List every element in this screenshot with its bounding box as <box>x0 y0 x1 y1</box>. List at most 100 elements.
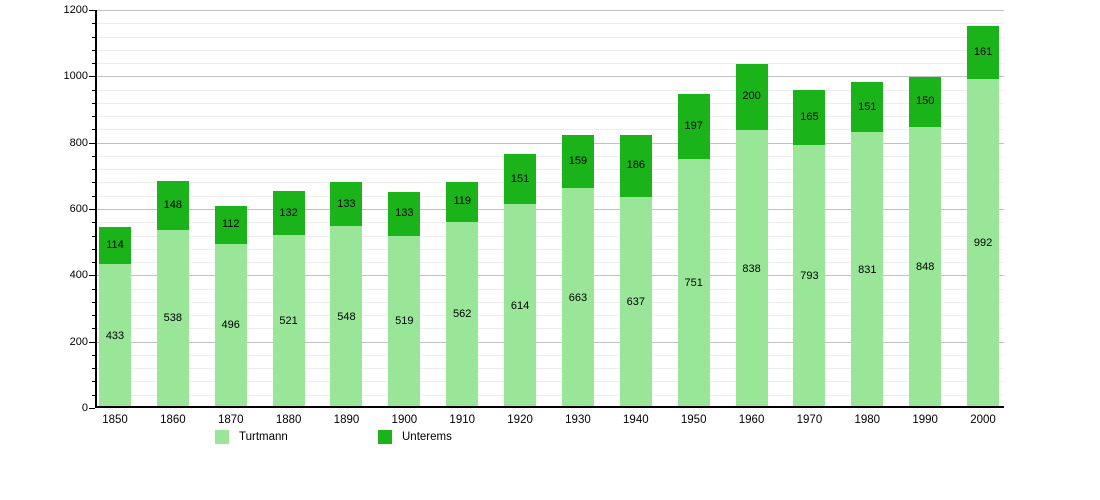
y-axis-tick <box>89 142 95 144</box>
bar-segment-unterems-1980 <box>851 82 884 133</box>
bar-value-label: 132 <box>279 206 298 219</box>
bar-segment-turtmann-1880 <box>272 235 305 408</box>
bar-value-label: 165 <box>800 111 819 124</box>
gridline-minor <box>97 49 1004 51</box>
y-axis-tick <box>89 341 95 343</box>
gridline-minor <box>97 182 1004 184</box>
bar-segment-turtmann-1920 <box>504 204 537 408</box>
gridline-minor <box>97 328 1004 330</box>
y-axis-tick <box>92 129 95 131</box>
bar-value-label: 538 <box>163 312 183 325</box>
x-axis-tick-label: 1930 <box>565 414 591 426</box>
y-axis-tick <box>92 328 95 330</box>
x-axis-tick-label: 1900 <box>391 414 418 426</box>
gridline-minor <box>97 288 1004 290</box>
bar-value-label: 161 <box>973 45 993 58</box>
bar-value-label: 496 <box>221 319 240 332</box>
x-axis-tick-label: 1890 <box>333 414 360 426</box>
bar-value-label: 831 <box>858 263 877 276</box>
y-axis-tick <box>92 248 95 250</box>
bar-value-label: 159 <box>568 155 588 168</box>
bar-segment-unterems-1910 <box>446 182 479 222</box>
y-axis-tick <box>92 116 95 118</box>
bar-value-label: 838 <box>742 262 761 275</box>
x-axis-tick-label: 1870 <box>217 414 244 426</box>
bar-segment-turtmann-1860 <box>156 229 189 408</box>
gridline-minor <box>97 169 1004 171</box>
y-axis-line <box>95 10 97 408</box>
bar-value-label: 114 <box>106 238 124 251</box>
x-axis-tick-label: 1940 <box>623 414 649 426</box>
gridline-minor <box>97 394 1004 396</box>
gridline-major <box>97 142 1004 144</box>
bar-segment-turtmann-1940 <box>619 196 652 408</box>
bar-value-label: 548 <box>337 310 356 323</box>
bar-value-label: 519 <box>395 315 414 328</box>
y-axis-tick <box>92 23 95 25</box>
y-axis-tick-label: 1000 <box>63 70 88 83</box>
x-axis-line <box>95 406 1004 408</box>
x-axis-tick-label: 1920 <box>507 414 533 426</box>
x-axis-tick-label: 1990 <box>912 414 938 426</box>
y-axis-tick <box>92 368 95 370</box>
bar-segment-turtmann-1930 <box>561 188 594 408</box>
bar-segment-unterems-1920 <box>504 154 537 205</box>
y-axis-tick-label: 200 <box>69 335 88 348</box>
gridline-minor <box>97 36 1004 38</box>
bar-value-label: 751 <box>684 276 703 289</box>
bar-segment-turtmann-1990 <box>909 126 942 408</box>
turtmann-color-swatch <box>215 430 229 444</box>
legend-item-unterems: Unterems <box>378 430 452 444</box>
y-axis-tick <box>92 36 95 38</box>
y-axis-tick <box>92 262 95 264</box>
x-axis-tick-label: 1960 <box>738 414 765 426</box>
y-axis-tick-label: 600 <box>69 203 88 215</box>
y-axis-tick <box>92 102 95 104</box>
gridline-minor <box>97 262 1004 264</box>
bar-segment-unterems-1850 <box>99 226 131 265</box>
bar-segment-unterems-1880 <box>272 191 305 236</box>
gridline-major <box>97 275 1004 277</box>
bar-value-label: 112 <box>221 218 240 231</box>
bar-segment-unterems-1930 <box>561 135 594 189</box>
bar-segment-turtmann-1850 <box>99 264 131 408</box>
legend-item-turtmann: Turtmann <box>215 430 288 444</box>
bar-value-label: 150 <box>915 95 935 108</box>
gridline-minor <box>97 381 1004 383</box>
y-axis-tick <box>92 89 95 91</box>
gridline-minor <box>97 129 1004 131</box>
bar-segment-turtmann-1950 <box>677 158 710 408</box>
y-axis-tick <box>89 408 95 409</box>
y-axis-tick-label: 1200 <box>63 4 88 16</box>
y-axis-tick <box>89 76 95 78</box>
x-axis-tick-label: 2000 <box>970 414 996 426</box>
y-axis-tick <box>89 209 95 210</box>
x-axis-tick-label: 1850 <box>102 414 128 426</box>
bar-value-label: 521 <box>279 315 298 328</box>
y-axis-tick <box>92 301 95 303</box>
gridline-minor <box>97 315 1004 317</box>
y-axis-tick <box>92 222 95 224</box>
bar-value-label: 133 <box>395 207 414 220</box>
y-axis-tick-label: 400 <box>69 269 88 282</box>
y-axis-tick <box>92 182 95 184</box>
gridline-minor <box>97 222 1004 224</box>
bar-value-label: 151 <box>510 172 530 185</box>
y-axis-tick <box>89 10 95 11</box>
bar-segment-unterems-1870 <box>214 206 247 244</box>
bar-value-label: 793 <box>800 269 819 282</box>
gridline-minor <box>97 301 1004 303</box>
bar-segment-turtmann-1870 <box>214 243 247 408</box>
y-axis-tick <box>92 195 95 197</box>
y-axis-tick <box>92 63 95 65</box>
bar-segment-turtmann-1890 <box>330 226 363 408</box>
bar-segment-unterems-2000 <box>967 25 1000 79</box>
bar-value-label: 151 <box>858 100 877 113</box>
gridline-minor <box>97 195 1004 197</box>
x-axis-tick-label: 1860 <box>160 414 186 426</box>
bar-segment-turtmann-1970 <box>793 145 826 408</box>
plot-area: 433 114 538 148 496 112 521 132 548 133 519 133 562 1… <box>97 10 1004 408</box>
y-axis-tick <box>92 394 95 396</box>
gridline-minor <box>97 116 1004 118</box>
